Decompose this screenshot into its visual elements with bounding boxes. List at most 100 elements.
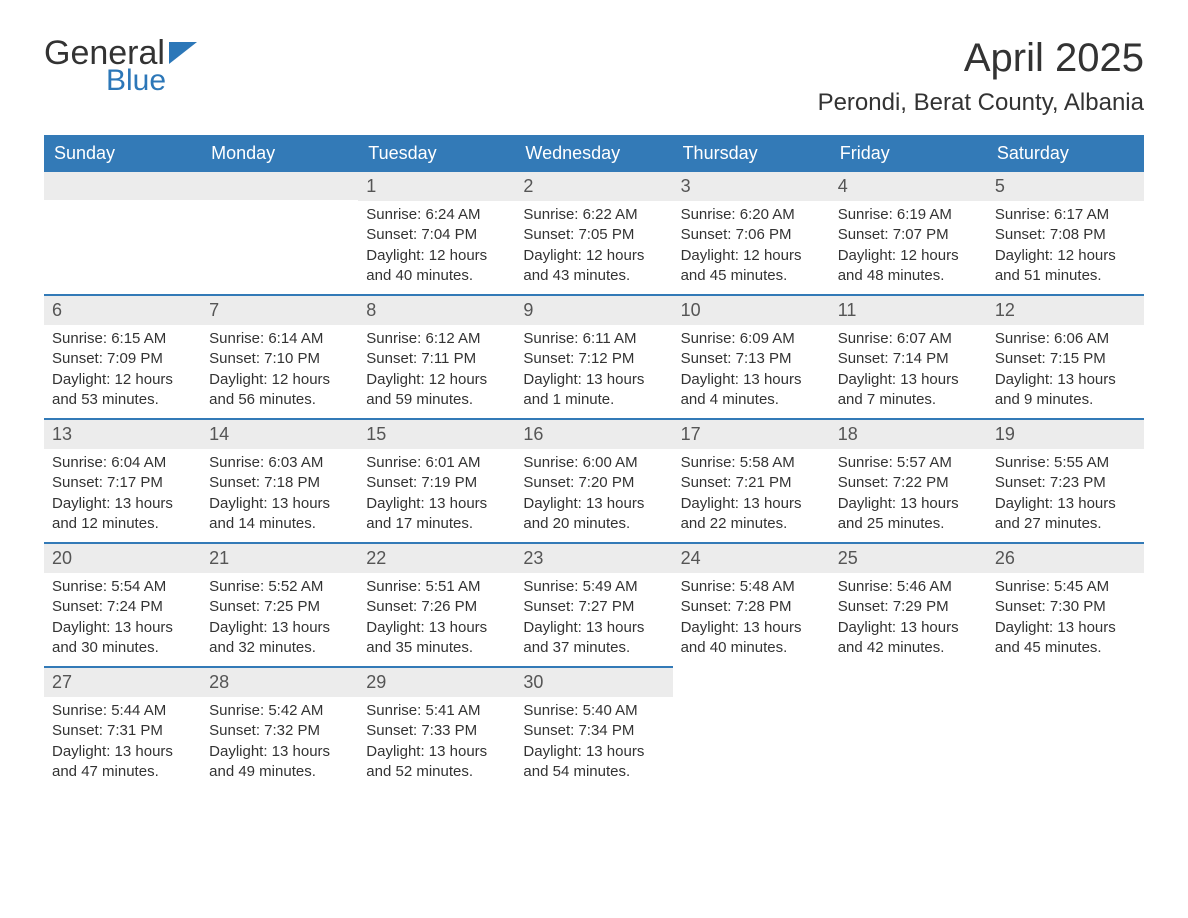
calendar-week-row: 13Sunrise: 6:04 AMSunset: 7:17 PMDayligh…: [44, 418, 1144, 542]
day-details: Sunrise: 6:22 AMSunset: 7:05 PMDaylight:…: [515, 201, 672, 294]
sunset-text: Sunset: 7:04 PM: [366, 225, 507, 245]
calendar-day-cell: 1 Sunrise: 6:24 AMSunset: 7:04 PMDaylight…: [358, 172, 515, 294]
calendar-day-cell: 18Sunrise: 5:57 AMSunset: 7:22 PMDayligh…: [830, 418, 987, 542]
day-number: 6: [44, 294, 201, 325]
calendar-day-cell: 4Sunrise: 6:19 AMSunset: 7:07 PMDaylight…: [830, 172, 987, 294]
calendar-day-cell: 19Sunrise: 5:55 AMSunset: 7:23 PMDayligh…: [987, 418, 1144, 542]
day-number: 10: [673, 294, 830, 325]
calendar-day-cell: 20Sunrise: 5:54 AMSunset: 7:24 PMDayligh…: [44, 542, 201, 666]
day-number: 25: [830, 542, 987, 573]
sunrise-text: Sunrise: 6:17 AM: [995, 205, 1136, 225]
calendar-day-cell: [830, 666, 987, 790]
day-details: Sunrise: 5:55 AMSunset: 7:23 PMDaylight:…: [987, 449, 1144, 542]
sunrise-text: Sunrise: 6:11 AM: [523, 329, 664, 349]
day-details: Sunrise: 5:45 AMSunset: 7:30 PMDaylight:…: [987, 573, 1144, 666]
sunrise-text: Sunrise: 6:24 AM: [366, 205, 507, 225]
sunset-text: Sunset: 7:31 PM: [52, 721, 193, 741]
weekday-header: Sunday: [44, 135, 201, 172]
day-details: Sunrise: 6:01 AMSunset: 7:19 PMDaylight:…: [358, 449, 515, 542]
day-number: 18: [830, 418, 987, 449]
day-details: Sunrise: 5:48 AMSunset: 7:28 PMDaylight:…: [673, 573, 830, 666]
day-number: 28: [201, 666, 358, 697]
day-details: Sunrise: 5:54 AMSunset: 7:24 PMDaylight:…: [44, 573, 201, 666]
day-number: 23: [515, 542, 672, 573]
calendar-day-cell: 28Sunrise: 5:42 AMSunset: 7:32 PMDayligh…: [201, 666, 358, 790]
calendar-day-cell: 3Sunrise: 6:20 AMSunset: 7:06 PMDaylight…: [673, 172, 830, 294]
calendar-day-cell: 23Sunrise: 5:49 AMSunset: 7:27 PMDayligh…: [515, 542, 672, 666]
weekday-header: Tuesday: [358, 135, 515, 172]
day-details: Sunrise: 5:51 AMSunset: 7:26 PMDaylight:…: [358, 573, 515, 666]
calendar-day-cell: 26Sunrise: 5:45 AMSunset: 7:30 PMDayligh…: [987, 542, 1144, 666]
daylight-text: Daylight: 13 hours and 32 minutes.: [209, 618, 350, 659]
sunset-text: Sunset: 7:17 PM: [52, 473, 193, 493]
day-details: Sunrise: 6:15 AMSunset: 7:09 PMDaylight:…: [44, 325, 201, 418]
day-number: 4: [830, 172, 987, 201]
day-details: Sunrise: 5:44 AMSunset: 7:31 PMDaylight:…: [44, 697, 201, 790]
logo-word2: Blue: [106, 66, 166, 96]
day-details: Sunrise: 5:58 AMSunset: 7:21 PMDaylight:…: [673, 449, 830, 542]
sunrise-text: Sunrise: 5:45 AM: [995, 577, 1136, 597]
weekday-header-row: Sunday Monday Tuesday Wednesday Thursday…: [44, 135, 1144, 172]
day-number: 1: [358, 172, 515, 201]
calendar-day-cell: 7Sunrise: 6:14 AMSunset: 7:10 PMDaylight…: [201, 294, 358, 418]
daylight-text: Daylight: 12 hours and 53 minutes.: [52, 370, 193, 411]
sunset-text: Sunset: 7:23 PM: [995, 473, 1136, 493]
daylight-text: Daylight: 12 hours and 48 minutes.: [838, 246, 979, 287]
weekday-header: Thursday: [673, 135, 830, 172]
daylight-text: Daylight: 12 hours and 43 minutes.: [523, 246, 664, 287]
day-number: 22: [358, 542, 515, 573]
day-number: 15: [358, 418, 515, 449]
sunrise-text: Sunrise: 6:07 AM: [838, 329, 979, 349]
calendar-day-cell: 11Sunrise: 6:07 AMSunset: 7:14 PMDayligh…: [830, 294, 987, 418]
daylight-text: Daylight: 13 hours and 35 minutes.: [366, 618, 507, 659]
day-number: 17: [673, 418, 830, 449]
sunrise-text: Sunrise: 6:04 AM: [52, 453, 193, 473]
day-number: 12: [987, 294, 1144, 325]
daylight-text: Daylight: 12 hours and 40 minutes.: [366, 246, 507, 287]
sunset-text: Sunset: 7:05 PM: [523, 225, 664, 245]
title-block: April 2025 Perondi, Berat County, Albani…: [818, 36, 1144, 129]
daylight-text: Daylight: 13 hours and 40 minutes.: [681, 618, 822, 659]
day-details: Sunrise: 5:46 AMSunset: 7:29 PMDaylight:…: [830, 573, 987, 666]
sunset-text: Sunset: 7:27 PM: [523, 597, 664, 617]
sunrise-text: Sunrise: 6:22 AM: [523, 205, 664, 225]
sunset-text: Sunset: 7:15 PM: [995, 349, 1136, 369]
calendar-day-cell: 27Sunrise: 5:44 AMSunset: 7:31 PMDayligh…: [44, 666, 201, 790]
day-number: 9: [515, 294, 672, 325]
daylight-text: Daylight: 13 hours and 25 minutes.: [838, 494, 979, 535]
sunrise-text: Sunrise: 6:06 AM: [995, 329, 1136, 349]
sunset-text: Sunset: 7:26 PM: [366, 597, 507, 617]
sunrise-text: Sunrise: 5:46 AM: [838, 577, 979, 597]
day-details: Sunrise: 5:40 AMSunset: 7:34 PMDaylight:…: [515, 697, 672, 790]
daylight-text: Daylight: 13 hours and 17 minutes.: [366, 494, 507, 535]
weekday-header: Friday: [830, 135, 987, 172]
day-number: 7: [201, 294, 358, 325]
daylight-text: Daylight: 13 hours and 52 minutes.: [366, 742, 507, 783]
day-details: Sunrise: 5:41 AMSunset: 7:33 PMDaylight:…: [358, 697, 515, 790]
daylight-text: Daylight: 13 hours and 49 minutes.: [209, 742, 350, 783]
day-details: Sunrise: 5:49 AMSunset: 7:27 PMDaylight:…: [515, 573, 672, 666]
calendar-day-cell: 10Sunrise: 6:09 AMSunset: 7:13 PMDayligh…: [673, 294, 830, 418]
calendar-day-cell: 6Sunrise: 6:15 AMSunset: 7:09 PMDaylight…: [44, 294, 201, 418]
sunrise-text: Sunrise: 6:01 AM: [366, 453, 507, 473]
day-details: Sunrise: 6:19 AMSunset: 7:07 PMDaylight:…: [830, 201, 987, 294]
calendar-day-cell: 24Sunrise: 5:48 AMSunset: 7:28 PMDayligh…: [673, 542, 830, 666]
calendar-day-cell: 14Sunrise: 6:03 AMSunset: 7:18 PMDayligh…: [201, 418, 358, 542]
day-number: 29: [358, 666, 515, 697]
calendar-day-cell: 12Sunrise: 6:06 AMSunset: 7:15 PMDayligh…: [987, 294, 1144, 418]
sunrise-text: Sunrise: 5:51 AM: [366, 577, 507, 597]
sunset-text: Sunset: 7:13 PM: [681, 349, 822, 369]
calendar-day-cell: 16Sunrise: 6:00 AMSunset: 7:20 PMDayligh…: [515, 418, 672, 542]
sunrise-text: Sunrise: 5:49 AM: [523, 577, 664, 597]
day-number: 19: [987, 418, 1144, 449]
sunset-text: Sunset: 7:11 PM: [366, 349, 507, 369]
daylight-text: Daylight: 12 hours and 56 minutes.: [209, 370, 350, 411]
day-details: Sunrise: 5:52 AMSunset: 7:25 PMDaylight:…: [201, 573, 358, 666]
sunset-text: Sunset: 7:33 PM: [366, 721, 507, 741]
sunset-text: Sunset: 7:14 PM: [838, 349, 979, 369]
calendar-day-cell: 25Sunrise: 5:46 AMSunset: 7:29 PMDayligh…: [830, 542, 987, 666]
sunset-text: Sunset: 7:09 PM: [52, 349, 193, 369]
day-details: Sunrise: 6:00 AMSunset: 7:20 PMDaylight:…: [515, 449, 672, 542]
sunrise-text: Sunrise: 6:20 AM: [681, 205, 822, 225]
calendar-day-cell: [987, 666, 1144, 790]
